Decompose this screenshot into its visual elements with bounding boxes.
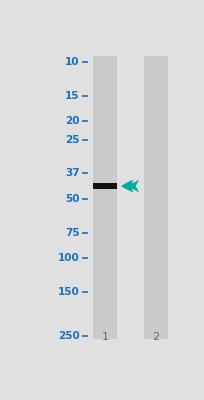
Text: 2: 2 [152,332,159,342]
Text: 50: 50 [65,194,79,204]
Text: 150: 150 [58,288,79,298]
Text: 25: 25 [65,135,79,145]
Text: 75: 75 [65,228,79,238]
Text: 100: 100 [58,253,79,263]
Bar [92,56,117,339]
Bar [92,183,117,190]
Text: 15: 15 [65,91,79,101]
Text: 250: 250 [58,331,79,341]
Text: 20: 20 [65,116,79,126]
Text: 1: 1 [101,332,108,342]
Bar [143,56,167,339]
Text: 10: 10 [65,57,79,67]
Text: 37: 37 [65,168,79,178]
